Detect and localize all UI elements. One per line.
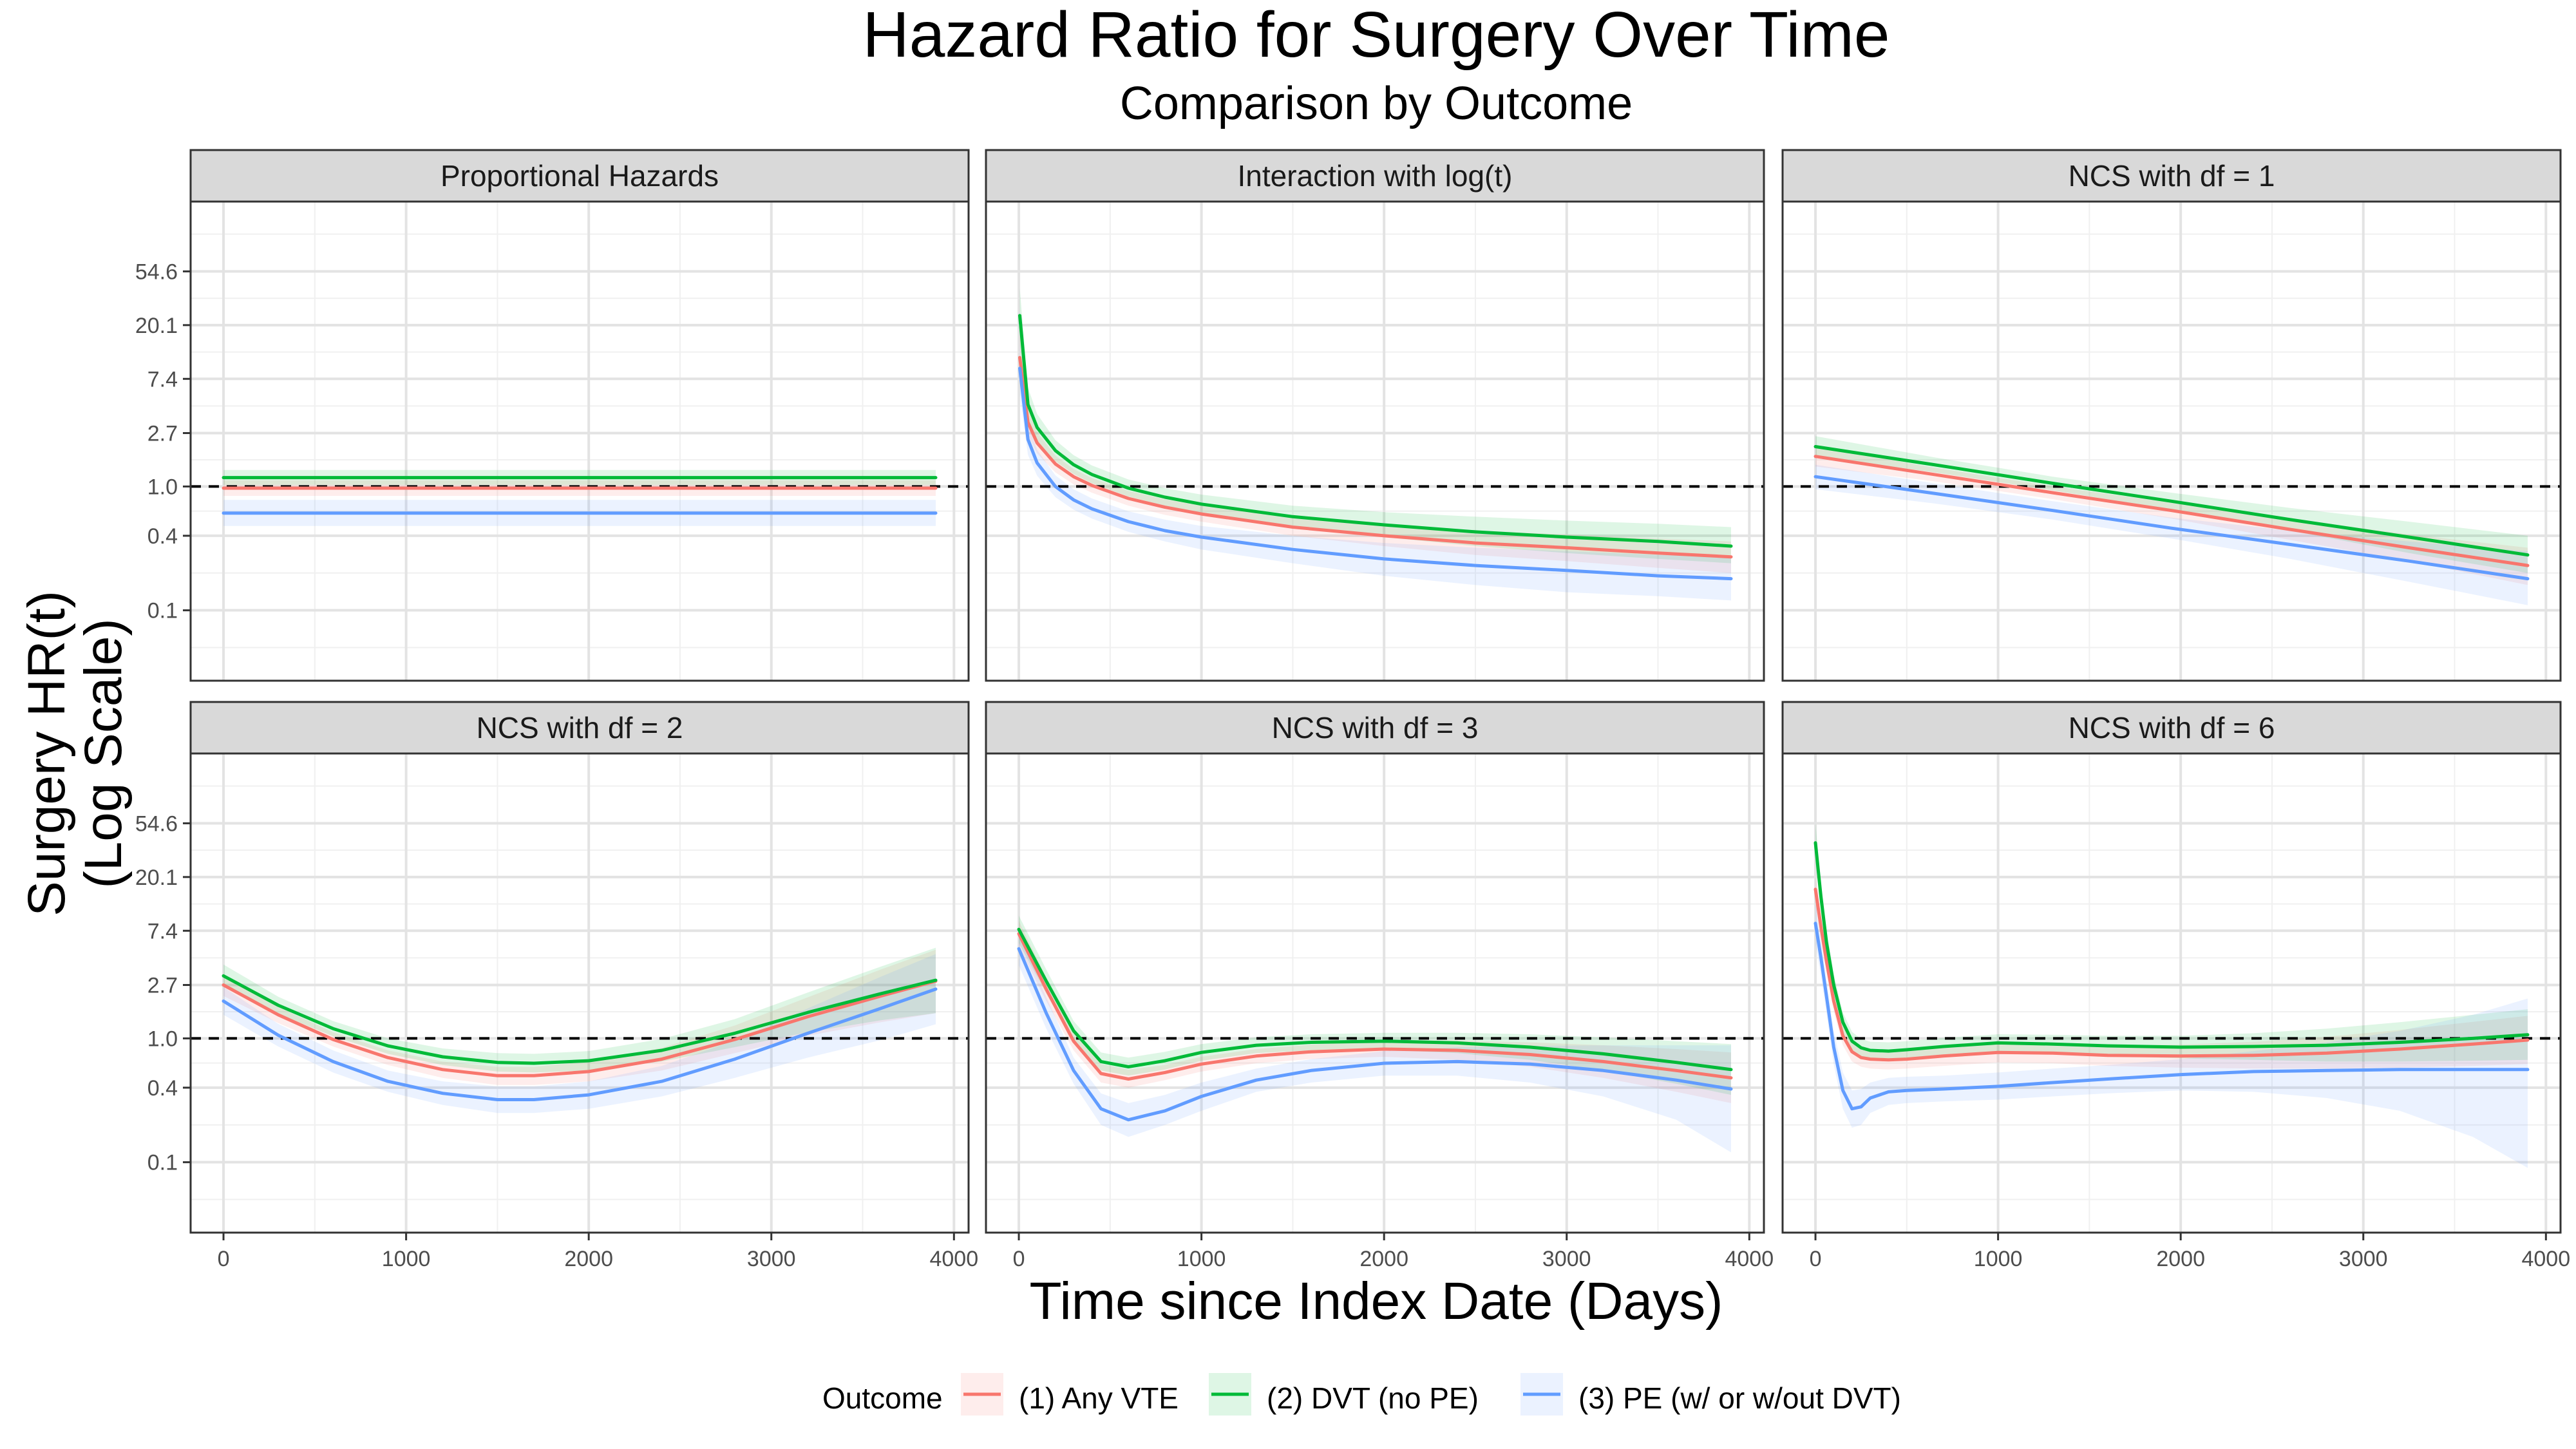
panel-ncs-with-df-1: NCS with df = 1 — [1781, 149, 2562, 682]
panel-strip-label: NCS with df = 1 — [2069, 159, 2275, 193]
series-line-1-any-vte — [1814, 887, 2530, 1062]
y-tick-label: 7.4 — [147, 919, 178, 943]
series-line-2-dvt-no-pe — [222, 974, 938, 1065]
confidence-band-3-pe-w-or-w-out-dvt — [1815, 902, 2528, 1168]
confidence-band-3-pe-w-or-w-out-dvt — [223, 954, 936, 1113]
x-tick-label: 3000 — [1542, 1247, 1591, 1271]
series-line-1-any-vte — [222, 980, 938, 1077]
legend-label: (2) DVT (no PE) — [1267, 1381, 1479, 1415]
x-tick-label: 0 — [218, 1247, 230, 1271]
panel-strip-label: Interaction with log(t) — [1238, 159, 1513, 193]
chart-title: Hazard Ratio for Surgery Over Time — [863, 0, 1890, 71]
panel-background — [191, 202, 969, 681]
panel-proportional-hazards: Proportional Hazards 0.1 0.4 1.0 2.7 7.4 20.1 5… — [135, 149, 970, 682]
y-tick-label: 1.0 — [147, 1027, 178, 1051]
panel-border — [985, 200, 1765, 682]
series-line-1-any-vte — [1814, 455, 2530, 567]
y-tick-label: 0.1 — [147, 599, 178, 623]
series-line-3-pe-w-or-w-out-dvt — [1814, 922, 2530, 1111]
x-tick-label: 4000 — [2521, 1247, 2570, 1271]
panel-border — [1781, 200, 2562, 682]
legend-label: (1) Any VTE — [1019, 1381, 1179, 1415]
series-line-1-any-vte — [1018, 355, 1733, 559]
panel-border — [985, 752, 1765, 1234]
y-tick-label: 1.0 — [147, 475, 178, 499]
legend-item-3-pe-w-or-w-out-dvt: (3) PE (w/ or w/out DVT) — [1520, 1373, 1901, 1416]
confidence-band-3-pe-w-or-w-out-dvt — [1815, 464, 2528, 605]
y-tick-label: 7.4 — [147, 367, 178, 392]
y-tick-label: 0.1 — [147, 1151, 178, 1175]
panel-strip-label: NCS with df = 2 — [477, 711, 683, 744]
series-line-2-dvt-no-pe — [1814, 841, 2530, 1053]
panel-interaction-with-log-t: Interaction with log(t) — [985, 149, 1765, 682]
panel-ncs-with-df-6: NCS with df = 6 0 1000 2000 3000 4000 — [1781, 701, 2570, 1271]
panel-strip-label: NCS with df = 3 — [1272, 711, 1479, 744]
y-axis-label-line1: Surgery HR(t) — [17, 591, 76, 916]
x-tick-label: 2000 — [564, 1247, 613, 1271]
panel-background — [1783, 202, 2561, 681]
series-line-3-pe-w-or-w-out-dvt — [1814, 475, 2530, 581]
confidence-band-1-any-vte — [1815, 875, 2528, 1070]
x-tick-label: 4000 — [929, 1247, 978, 1271]
series-line-2-dvt-no-pe — [1018, 314, 1733, 548]
x-tick-label: 3000 — [2339, 1247, 2388, 1271]
panel-background — [986, 753, 1764, 1233]
x-axis-label: Time since Index Date (Days) — [1030, 1272, 1723, 1331]
series-line-2-dvt-no-pe — [1017, 927, 1733, 1072]
x-tick-label: 0 — [1013, 1247, 1025, 1271]
panels-layer: Proportional Hazards 0.1 0.4 1.0 2.7 7.4 20.1 5… — [135, 149, 2570, 1271]
panel-strip-label: Proportional Hazards — [440, 159, 719, 193]
panel-background — [1783, 753, 2561, 1233]
y-axis-label-line2: (Log Scale) — [74, 618, 133, 888]
panel-border — [189, 752, 970, 1234]
legend-item-1-any-vte: (1) Any VTE — [961, 1373, 1179, 1416]
y-tick-label: 20.1 — [135, 314, 178, 338]
panel-strip — [985, 701, 1765, 755]
x-tick-label: 3000 — [747, 1247, 796, 1271]
x-tick-label: 0 — [1810, 1247, 1822, 1271]
x-tick-label: 2000 — [2156, 1247, 2205, 1271]
panel-strip — [189, 149, 970, 203]
x-tick-label: 2000 — [1359, 1247, 1408, 1271]
legend-item-2-dvt-no-pe: (2) DVT (no PE) — [1209, 1373, 1479, 1416]
y-tick-label: 0.4 — [147, 524, 178, 549]
panel-ncs-with-df-2: NCS with df = 2 0.1 0.4 1.0 2.7 7.4 20.1 54.6 0 1… — [135, 701, 978, 1271]
y-axis-label: Surgery HR(t) (Log Scale) — [17, 591, 133, 916]
confidence-band-1-any-vte — [1815, 446, 2528, 585]
panel-border — [1781, 752, 2562, 1234]
series-line-3-pe-w-or-w-out-dvt — [1017, 947, 1733, 1122]
panel-strip — [1781, 701, 2562, 755]
legend-label: (3) PE (w/ or w/out DVT) — [1578, 1381, 1901, 1415]
series-line-3-pe-w-or-w-out-dvt — [1018, 366, 1733, 581]
confidence-band-2-dvt-no-pe — [1019, 288, 1731, 564]
y-tick-label: 0.4 — [147, 1076, 178, 1101]
y-tick-label: 54.6 — [135, 811, 178, 836]
x-tick-label: 1000 — [382, 1247, 431, 1271]
panel-strip — [1781, 149, 2562, 203]
x-tick-label: 1000 — [1974, 1247, 2023, 1271]
confidence-band-2-dvt-no-pe — [223, 947, 936, 1073]
y-tick-label: 54.6 — [135, 260, 178, 284]
y-tick-label: 2.7 — [147, 421, 178, 446]
x-tick-label: 4000 — [1725, 1247, 1774, 1271]
chart-subtitle: Comparison by Outcome — [1120, 78, 1633, 129]
y-tick-label: 20.1 — [135, 866, 178, 890]
panel-background — [191, 753, 969, 1233]
panel-border — [189, 200, 970, 682]
series-line-2-dvt-no-pe — [1814, 445, 2530, 557]
legend: Outcome (1) Any VTE (2) DVT (no PE) (3) PE… — [822, 1373, 1901, 1416]
panel-strip-label: NCS with df = 6 — [2069, 711, 2275, 744]
series-line-3-pe-w-or-w-out-dvt — [222, 987, 938, 1101]
y-tick-label: 2.7 — [147, 973, 178, 998]
panel-strip — [985, 149, 1765, 203]
legend-title: Outcome — [822, 1381, 943, 1415]
x-tick-label: 1000 — [1177, 1247, 1226, 1271]
panel-ncs-with-df-3: NCS with df = 3 0 1000 2000 3000 4000 — [985, 701, 1774, 1271]
series-line-1-any-vte — [1017, 932, 1733, 1081]
panel-background — [986, 202, 1764, 681]
